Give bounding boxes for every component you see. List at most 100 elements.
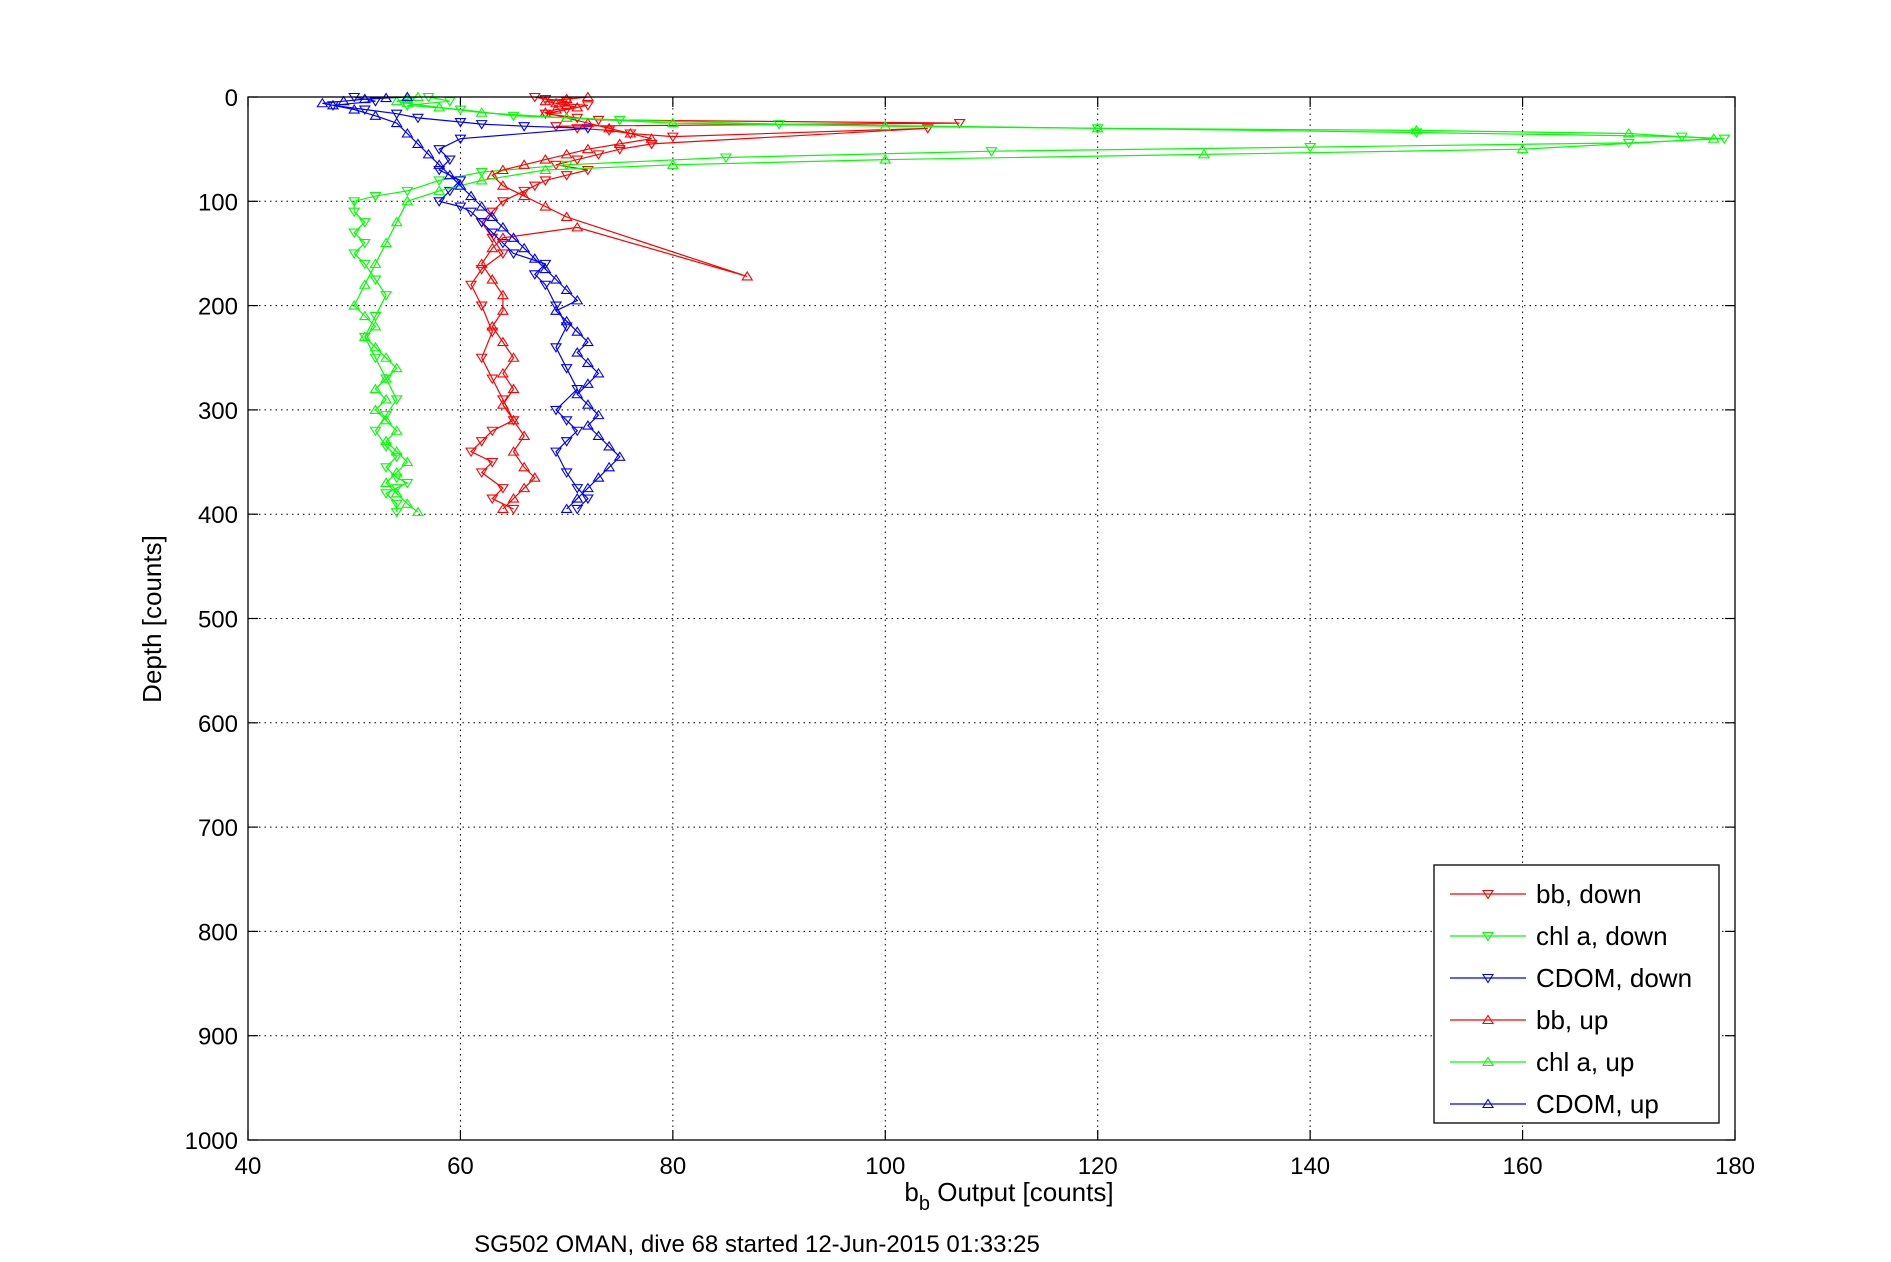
data-point: [560, 284, 573, 295]
series-1: [348, 92, 1731, 518]
data-point: [550, 305, 563, 315]
legend-marker: [1482, 1014, 1494, 1025]
data-point: [348, 103, 361, 114]
data-point: [603, 126, 616, 136]
data-point: [560, 364, 573, 374]
legend-marker: [1482, 931, 1494, 942]
y-tick-label: 0: [225, 85, 238, 112]
data-point: [475, 468, 488, 479]
data-point: [401, 186, 414, 197]
data-point: [560, 322, 573, 332]
legend-label: bb, up: [1536, 1005, 1608, 1035]
data-point: [666, 132, 679, 143]
data-point: [507, 249, 520, 259]
data-point: [560, 416, 573, 426]
legend-marker: [1482, 1056, 1494, 1067]
data-point: [422, 148, 435, 159]
data-point: [496, 503, 509, 514]
data-point: [496, 238, 509, 249]
legend-label: CDOM, up: [1536, 1089, 1659, 1119]
data-point: [496, 232, 509, 242]
data-point: [411, 506, 424, 517]
y-tick-label: 400: [198, 502, 238, 529]
data-point: [613, 145, 626, 155]
data-point: [433, 165, 446, 176]
data-point: [369, 426, 382, 437]
data-point: [475, 218, 488, 228]
data-point: [358, 310, 371, 321]
data-point: [603, 122, 616, 133]
legend-marker: [1482, 973, 1494, 984]
data-point: [539, 263, 552, 274]
data-point: [380, 352, 393, 362]
data-point: [380, 442, 393, 452]
y-axis-label: Depth [counts]: [137, 535, 167, 703]
data-point: [390, 95, 403, 106]
data-point: [496, 221, 509, 232]
data-point: [380, 237, 393, 248]
data-point: [550, 97, 563, 108]
data-point: [518, 122, 531, 132]
data-point: [518, 482, 531, 493]
data-point: [390, 473, 403, 484]
legend-box: [1433, 864, 1720, 1124]
data-point: [390, 508, 403, 518]
data-point: [486, 233, 499, 244]
data-point: [348, 228, 361, 239]
data-point: [592, 409, 605, 420]
data-point: [380, 477, 393, 487]
data-point: [719, 153, 732, 164]
data-point: [390, 484, 403, 494]
data-point: [985, 147, 998, 157]
data-point: [507, 352, 520, 362]
data-point: [603, 440, 616, 451]
data-point: [390, 362, 403, 373]
data-point: [1410, 128, 1423, 138]
data-point: [486, 374, 499, 385]
data-point: [401, 93, 414, 104]
data-point: [486, 207, 499, 218]
data-point: [507, 232, 520, 242]
data-point: [390, 109, 403, 120]
data-point: [571, 326, 584, 336]
data-point: [369, 311, 382, 322]
data-point: [369, 97, 382, 107]
data-point: [358, 105, 371, 116]
data-point: [581, 420, 594, 430]
data-point: [879, 120, 892, 131]
data-point: [486, 273, 499, 284]
data-point: [581, 101, 594, 111]
data-point: [1622, 127, 1635, 138]
data-point: [666, 159, 679, 169]
legend-label: CDOM, down: [1536, 963, 1692, 993]
data-point: [560, 171, 573, 181]
data-point: [486, 327, 499, 338]
data-point: [475, 120, 488, 130]
data-point: [454, 202, 467, 213]
legend-entry: CDOM, down: [1450, 963, 1692, 993]
data-point: [518, 190, 531, 201]
data-point: [390, 216, 403, 227]
data-point: [380, 435, 393, 446]
data-point: [486, 494, 499, 505]
data-point: [581, 165, 594, 176]
data-point: [592, 115, 605, 126]
axes-box: [247, 96, 1736, 1141]
x-tick-label: 60: [447, 1153, 474, 1180]
data-point: [550, 447, 563, 458]
data-point: [401, 101, 414, 111]
data-point: [475, 174, 488, 185]
data-point: [358, 218, 371, 228]
data-point: [571, 346, 584, 357]
data-point: [496, 367, 509, 378]
data-point: [369, 275, 382, 286]
x-tick-label: 160: [1503, 1153, 1543, 1180]
data-point: [486, 426, 499, 437]
data-point: [560, 211, 573, 221]
data-point: [496, 197, 509, 207]
data-point: [539, 164, 552, 175]
data-point: [380, 414, 393, 425]
data-point: [369, 192, 382, 202]
data-point: [953, 119, 966, 129]
x-tick-label: 180: [1715, 1153, 1755, 1180]
